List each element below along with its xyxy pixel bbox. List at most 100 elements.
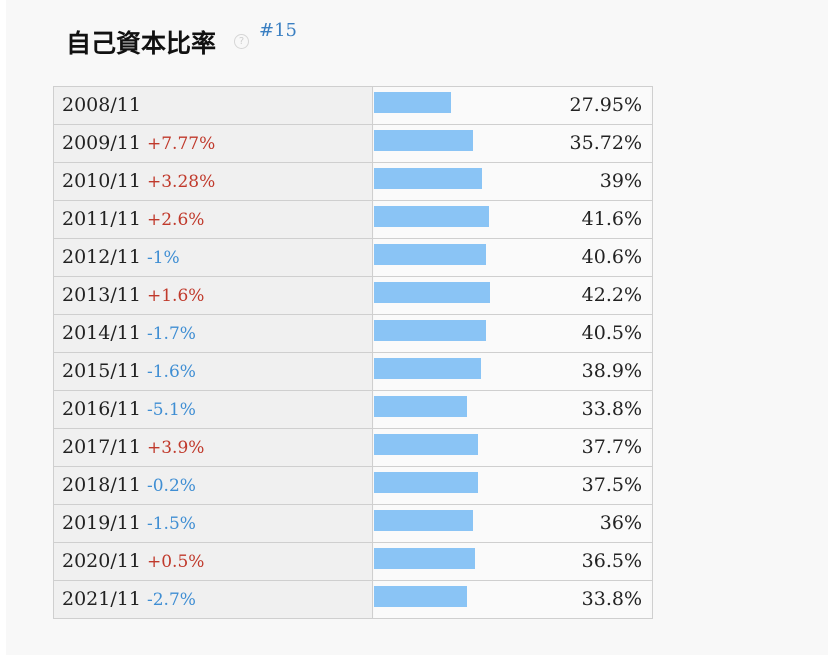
year-label: 2021/11 [62, 588, 141, 610]
change-label: +7.77% [146, 134, 216, 154]
change-label: -2.7% [146, 590, 196, 610]
bar-mark [374, 282, 491, 303]
value-label: 33.8% [581, 398, 642, 420]
bar-mark [374, 168, 482, 189]
bar-mark [374, 244, 487, 265]
page-title: 自己資本比率 [66, 29, 217, 58]
table-row: 2019/11 -1.5% 36% [54, 505, 652, 543]
table-row: 2017/11 +3.9% 37.7% [54, 429, 652, 467]
value-label: 36.5% [581, 550, 642, 572]
year-label: 2011/11 [62, 208, 141, 230]
bar-mark [374, 358, 482, 379]
value-label: 40.6% [581, 246, 642, 268]
bar-cell: 33.8% [374, 581, 650, 618]
bar-mark [374, 586, 468, 607]
bar-cell: 36.5% [374, 543, 650, 580]
bar-mark [374, 130, 473, 151]
year-label: 2010/11 [62, 170, 141, 192]
year-cell: 2009/11 +7.77% [54, 125, 373, 162]
value-label: 42.2% [581, 284, 642, 306]
year-label: 2008/11 [62, 94, 141, 116]
change-label: -5.1% [146, 400, 196, 420]
change-label: +3.28% [146, 172, 216, 192]
bar-mark [374, 510, 474, 531]
bar-mark [374, 320, 486, 341]
year-cell: 2017/11 +3.9% [54, 429, 373, 466]
year-cell: 2018/11 -0.2% [54, 467, 373, 504]
year-label: 2009/11 [62, 132, 141, 154]
bar-mark [374, 434, 479, 455]
value-label: 41.6% [581, 208, 642, 230]
change-label: -1.7% [146, 324, 196, 344]
table-row: 2014/11 -1.7% 40.5% [54, 315, 652, 353]
table-row: 2015/11 -1.6% 38.9% [54, 353, 652, 391]
bar-mark [374, 206, 489, 227]
year-cell: 2015/11 -1.6% [54, 353, 373, 390]
bar-cell: 27.95% [374, 87, 650, 124]
equity-ratio-panel: 自己資本比率 ? #15 2008/11 27.95% 2009/11 +7.77%… [6, 0, 828, 655]
change-label: +1.6% [146, 286, 205, 306]
table-row: 2020/11 +0.5% 36.5% [54, 543, 652, 581]
table-row: 2021/11 -2.7% 33.8% [54, 581, 652, 619]
table-row: 2008/11 27.95% [54, 87, 652, 125]
year-cell: 2016/11 -5.1% [54, 391, 373, 428]
year-cell: 2012/11 -1% [54, 239, 373, 276]
value-label: 27.95% [569, 94, 642, 116]
year-cell: 2020/11 +0.5% [54, 543, 373, 580]
year-cell: 2021/11 -2.7% [54, 581, 373, 618]
table-row: 2009/11 +7.77% 35.72% [54, 125, 652, 163]
bar-cell: 33.8% [374, 391, 650, 428]
change-label: +0.5% [146, 552, 205, 572]
bar-cell: 36% [374, 505, 650, 542]
table-row: 2012/11 -1% 40.6% [54, 239, 652, 277]
year-label: 2020/11 [62, 550, 141, 572]
value-label: 35.72% [569, 132, 642, 154]
bar-mark [374, 472, 478, 493]
change-label: +2.6% [146, 210, 205, 230]
value-label: 40.5% [581, 322, 642, 344]
year-label: 2019/11 [62, 512, 141, 534]
value-label: 37.5% [581, 474, 642, 496]
table-row: 2013/11 +1.6% 42.2% [54, 277, 652, 315]
bar-cell: 40.6% [374, 239, 650, 276]
year-label: 2016/11 [62, 398, 141, 420]
value-label: 37.7% [581, 436, 642, 458]
table-row: 2018/11 -0.2% 37.5% [54, 467, 652, 505]
bar-cell: 40.5% [374, 315, 650, 352]
value-label: 33.8% [581, 588, 642, 610]
change-label: +3.9% [146, 438, 205, 458]
year-label: 2018/11 [62, 474, 141, 496]
bar-cell: 39% [374, 163, 650, 200]
equity-ratio-table: 2008/11 27.95% 2009/11 +7.77% 35.72% 2010/11… [53, 86, 653, 619]
year-label: 2015/11 [62, 360, 141, 382]
year-cell: 2014/11 -1.7% [54, 315, 373, 352]
change-label: -1.5% [146, 514, 196, 534]
bar-cell: 35.72% [374, 125, 650, 162]
bar-mark [374, 396, 468, 417]
year-cell: 2008/11 [54, 87, 373, 124]
bar-cell: 41.6% [374, 201, 650, 238]
year-cell: 2011/11 +2.6% [54, 201, 373, 238]
help-icon[interactable]: ? [234, 34, 249, 49]
value-label: 39% [599, 170, 642, 192]
bar-cell: 38.9% [374, 353, 650, 390]
year-label: 2012/11 [62, 246, 141, 268]
year-cell: 2010/11 +3.28% [54, 163, 373, 200]
table-row: 2010/11 +3.28% 39% [54, 163, 652, 201]
value-label: 36% [599, 512, 642, 534]
year-cell: 2013/11 +1.6% [54, 277, 373, 314]
change-label: -1.6% [146, 362, 196, 382]
bar-cell: 37.7% [374, 429, 650, 466]
table-row: 2011/11 +2.6% 41.6% [54, 201, 652, 239]
year-cell: 2019/11 -1.5% [54, 505, 373, 542]
table-row: 2016/11 -5.1% 33.8% [54, 391, 652, 429]
year-label: 2013/11 [62, 284, 141, 306]
bar-mark [374, 548, 475, 569]
change-label: -1% [146, 248, 180, 268]
year-label: 2014/11 [62, 322, 141, 344]
year-label: 2017/11 [62, 436, 141, 458]
change-label: -0.2% [146, 476, 196, 496]
bar-cell: 37.5% [374, 467, 650, 504]
rank-link[interactable]: #15 [259, 20, 297, 41]
value-label: 38.9% [581, 360, 642, 382]
